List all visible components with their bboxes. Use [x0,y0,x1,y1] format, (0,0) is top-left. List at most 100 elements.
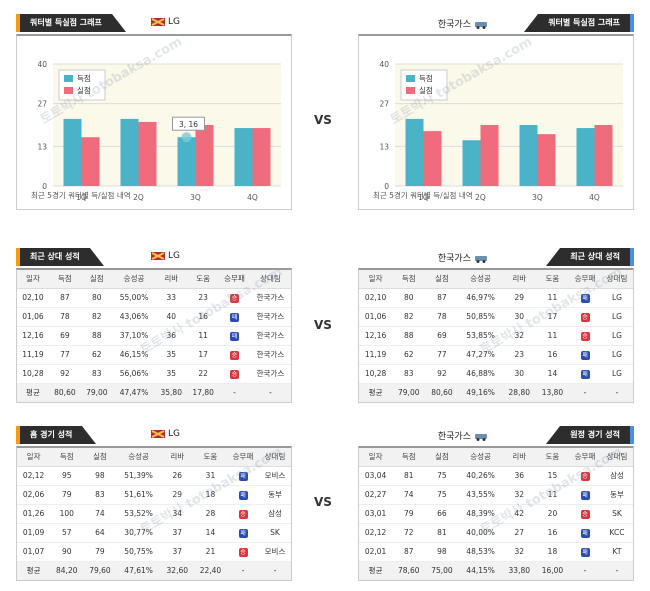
home-table-left: 일자 득점 실점 승성공 리바 도움 승무패 상대팀 02,12 95 98 51,39% 26 31 패 모… [17,448,291,580]
legend-label: 실점 [419,85,433,95]
x-tick-label: 2Q [475,193,486,202]
table-cell: 47,27% [458,345,503,365]
graph-note: 최근 5경기 쿼터별 득/실점 내역 [373,191,473,200]
table-cell: 75 [425,485,459,505]
avg-cell: - [601,383,633,402]
team-name-right: 한국가스 [437,20,471,30]
column-header: 득점 [392,448,426,467]
table-cell: 100 [50,504,84,524]
table-cell: LG [601,288,633,308]
lg-logo-icon [151,251,165,261]
result-badge: 승 [580,509,590,519]
table-cell: 62 [80,345,113,365]
table-cell: 모비스 [259,542,291,562]
x-tick-label: 1Q [76,193,87,202]
bar-conceded [480,125,499,186]
table-cell: 51,61% [116,485,161,505]
result-badge: 패 [580,350,590,360]
table-cell: 48,39% [458,504,503,524]
table-row: 11,19 77 62 46,15% 35 17 승 한국가스 [17,345,291,365]
column-header: 리바 [155,270,188,289]
table-cell: 33 [155,288,188,308]
result-badge: 패 [238,528,248,538]
table-cell: 32 [502,485,536,505]
column-header: 일자 [359,270,393,289]
result-cell: 승 [227,504,259,524]
table-row: 02,12 95 98 51,39% 26 31 패 모비스 [17,466,291,486]
table-row: 12,16 69 88 37,10% 36 11 패 한국가스 [17,326,291,346]
column-header: 상대팀 [259,448,291,467]
result-cell: 패 [569,345,601,365]
table-cell: 35 [155,364,188,384]
avg-cell: 49,16% [458,383,503,402]
table-cell: 48,53% [458,542,503,562]
avg-cell: 44,15% [458,561,503,580]
table-cell: 43,55% [458,485,503,505]
table-cell: 11,19 [359,345,393,365]
table-cell: 01,06 [17,307,49,327]
table-cell: 32 [502,326,536,346]
table-cell: 56,06% [112,364,156,384]
table-cell: 01,26 [17,504,51,524]
table-cell: 37 [160,542,194,562]
table-cell: 17 [187,345,220,365]
table-cell: 16 [187,307,220,327]
table-cell: 98 [425,542,459,562]
result-cell: 승 [219,345,250,365]
tooltip-marker [181,132,192,143]
bar-scored [519,125,538,186]
table-cell: 27 [502,523,536,543]
average-row: 평균 84,20 79,60 47,61% 32,60 22,40- - [17,561,291,580]
legend-swatch [406,75,415,82]
bar-conceded [423,131,442,186]
avg-cell: 35,80 [155,383,188,402]
table-cell: 88 [80,326,113,346]
legend-label: 득점 [77,73,91,83]
y-tick-label: 13 [37,142,47,151]
table-header-row: 일자 득점 실점 승성공 리바 도움 승무패 상대팀 [17,448,291,467]
table-cell: 62 [392,345,426,365]
table-cell: 17 [535,307,570,327]
avg-label: 평균 [17,561,51,580]
table-cell: 36 [155,326,188,346]
table-cell: 77 [48,345,81,365]
legend-swatch [64,87,73,94]
table-cell: 02,01 [359,542,393,562]
result-badge: 승 [580,312,590,322]
avg-label: 평균 [359,561,393,580]
result-badge: 승 [230,369,239,379]
x-tick-label: 4Q [589,193,600,202]
table-cell: 한국가스 [249,345,291,365]
bar-scored [405,118,424,186]
table-cell: 98 [83,466,117,486]
avg-cell: - [249,383,291,402]
result-badge: 승 [230,350,239,360]
y-tick-label: 27 [37,100,47,109]
table-cell: 35 [155,345,188,365]
table-cell: 11 [535,288,570,308]
table-row: 01,26 100 74 53,52% 34 28 승 삼성 [17,504,291,524]
table-cell: 95 [50,466,84,486]
table-cell: 01,07 [17,542,51,562]
table-header-row: 일자 득점 실점 승성공 리바 도움 승무패 상대팀 [359,270,633,289]
table-row: 03,04 81 75 40,26% 36 15 승 삼성 [359,466,633,486]
table-cell: 동부 [259,485,291,505]
table-cell: 81 [425,523,459,543]
lg-logo-icon [151,17,165,27]
avg-cell: 47,47% [112,383,156,402]
x-tick-label: 4Q [247,193,258,202]
result-badge: 패 [238,471,248,481]
column-header: 도움 [193,448,228,467]
table-cell: 74 [83,504,117,524]
legend-label: 득점 [419,73,433,83]
table-cell: 16 [535,523,570,543]
table-cell: 모비스 [259,466,291,486]
bar-conceded [81,137,100,186]
x-tick-label: 2Q [133,193,144,202]
table-cell: KT [601,542,633,562]
bar-scored [234,128,253,186]
bar-scored [177,137,196,186]
table-row: 02,12 72 81 40,00% 27 16 패 KCC [359,523,633,543]
